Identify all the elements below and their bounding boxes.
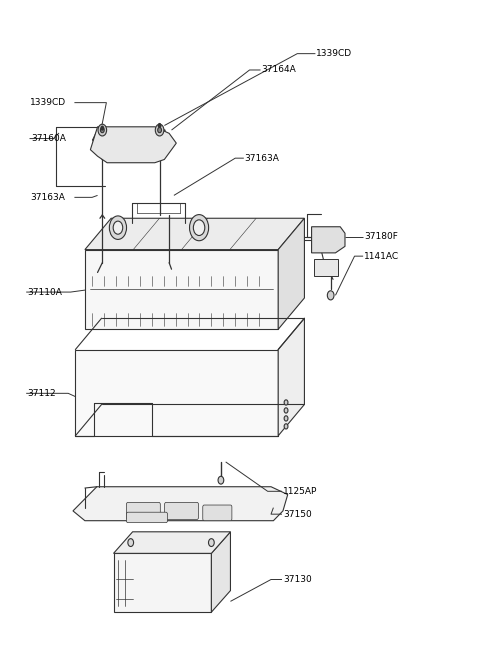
Polygon shape <box>211 532 230 612</box>
Circle shape <box>190 215 209 241</box>
Circle shape <box>327 291 334 300</box>
Text: 37164A: 37164A <box>262 66 296 75</box>
Polygon shape <box>314 259 338 276</box>
Circle shape <box>284 416 288 421</box>
Polygon shape <box>278 218 304 329</box>
Circle shape <box>128 539 133 546</box>
Polygon shape <box>75 350 278 436</box>
Circle shape <box>218 476 224 484</box>
Circle shape <box>157 127 161 133</box>
Polygon shape <box>312 227 345 253</box>
Text: 1339CD: 1339CD <box>316 49 352 58</box>
Circle shape <box>100 127 104 133</box>
Circle shape <box>327 263 334 272</box>
Circle shape <box>284 424 288 429</box>
Circle shape <box>113 221 123 234</box>
Text: 1125AP: 1125AP <box>283 487 317 496</box>
Text: 37110A: 37110A <box>28 287 62 297</box>
Text: 1339CD: 1339CD <box>30 98 66 107</box>
Circle shape <box>98 124 107 136</box>
Polygon shape <box>114 554 211 612</box>
Circle shape <box>284 400 288 405</box>
Polygon shape <box>114 532 230 554</box>
Text: 1141AC: 1141AC <box>364 252 399 260</box>
Polygon shape <box>90 127 176 163</box>
Text: 37163A: 37163A <box>30 193 65 202</box>
FancyBboxPatch shape <box>126 512 168 523</box>
Text: 37180F: 37180F <box>364 232 398 241</box>
Text: 37130: 37130 <box>283 575 312 584</box>
Circle shape <box>284 408 288 413</box>
Text: 37150: 37150 <box>283 510 312 519</box>
Polygon shape <box>73 487 288 521</box>
Text: 37112: 37112 <box>28 389 56 398</box>
Circle shape <box>156 124 164 136</box>
Circle shape <box>109 216 127 239</box>
Polygon shape <box>278 318 304 436</box>
Circle shape <box>317 263 324 272</box>
FancyBboxPatch shape <box>203 505 232 521</box>
Polygon shape <box>85 250 278 329</box>
Circle shape <box>157 123 161 128</box>
FancyBboxPatch shape <box>126 502 160 520</box>
Circle shape <box>208 539 214 546</box>
Text: 37160A: 37160A <box>31 134 66 143</box>
FancyBboxPatch shape <box>165 502 199 520</box>
Text: 37163A: 37163A <box>245 154 280 163</box>
Circle shape <box>193 220 205 236</box>
Polygon shape <box>85 218 304 250</box>
Circle shape <box>100 125 104 131</box>
